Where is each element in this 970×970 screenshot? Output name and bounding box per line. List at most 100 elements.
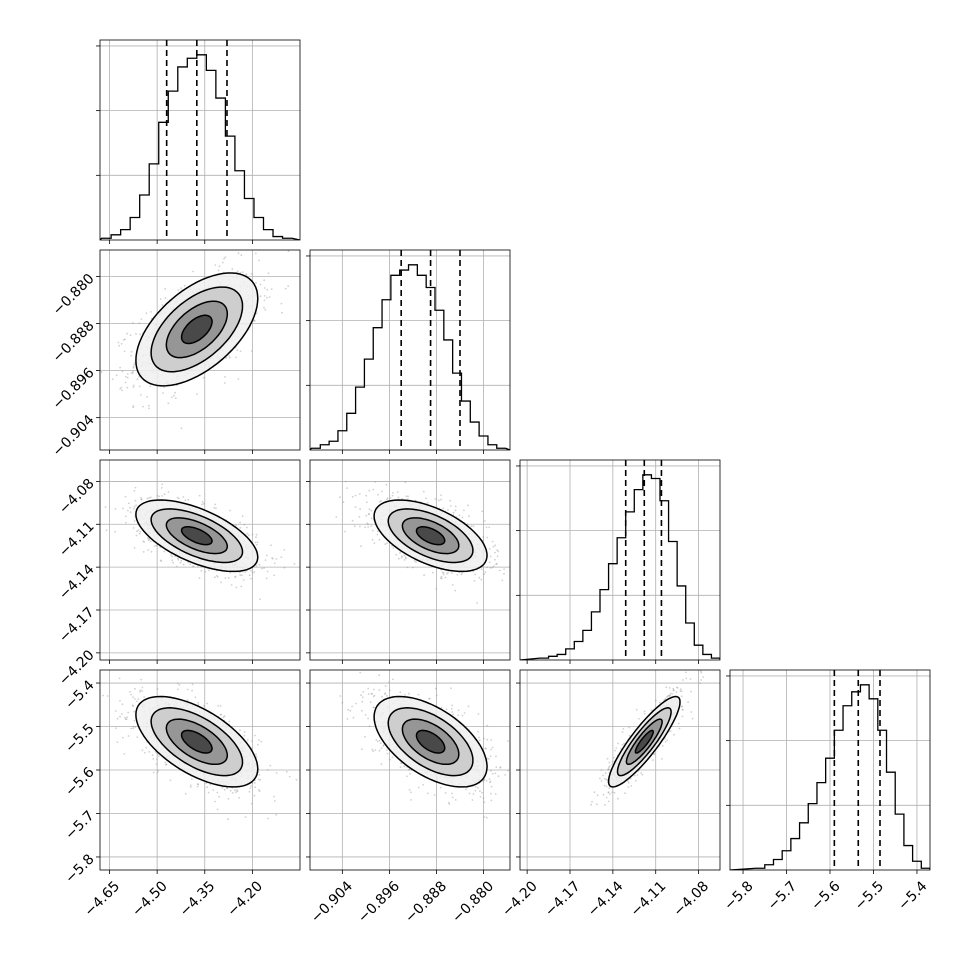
x-tick-label: −4.65 xyxy=(81,878,123,920)
scatter-point xyxy=(190,784,192,787)
scatter-point xyxy=(447,571,449,574)
scatter-point xyxy=(237,252,240,255)
scatter-point xyxy=(259,295,262,298)
scatter-point xyxy=(496,549,499,552)
scatter-point xyxy=(253,320,256,322)
density-fill xyxy=(181,526,213,545)
scatter-point xyxy=(258,778,260,781)
scatter-point xyxy=(219,713,222,716)
scatter-point xyxy=(496,562,498,565)
scatter-point xyxy=(452,713,454,716)
scatter-point xyxy=(123,716,126,719)
scatter-point xyxy=(127,509,129,512)
scatter-point xyxy=(114,508,117,510)
scatter-point xyxy=(123,753,126,755)
scatter-point xyxy=(234,576,236,579)
scatter-point xyxy=(255,543,258,546)
scatter-point xyxy=(147,539,150,542)
scatter-point xyxy=(381,490,383,493)
scatter-point xyxy=(121,370,124,373)
histogram-line xyxy=(310,264,510,450)
scatter-point xyxy=(114,530,116,533)
scatter-point xyxy=(119,366,121,369)
scatter-point xyxy=(449,505,452,507)
scatter-point xyxy=(105,529,108,532)
scatter-point xyxy=(224,376,226,378)
scatter-point xyxy=(147,404,150,407)
scatter-point xyxy=(255,533,258,536)
scatter-point xyxy=(367,523,369,526)
scatter-point xyxy=(121,713,123,715)
scatter-point xyxy=(283,549,286,551)
scatter-point xyxy=(161,304,164,307)
scatter-point xyxy=(377,493,379,496)
scatter-point xyxy=(127,711,130,714)
scatter-point xyxy=(189,563,192,566)
scatter-point xyxy=(254,541,257,544)
scatter-point xyxy=(470,525,473,528)
scatter-point xyxy=(489,567,492,569)
scatter-point xyxy=(466,523,469,526)
scatter-point xyxy=(236,270,239,273)
scatter-point xyxy=(116,717,119,720)
scatter-point xyxy=(260,740,263,743)
scatter-point xyxy=(258,789,260,791)
scatter-point xyxy=(133,547,136,549)
scatter-point xyxy=(136,736,139,739)
scatter-point xyxy=(284,287,287,290)
scatter-point xyxy=(503,572,505,575)
scatter-point xyxy=(250,569,253,572)
scatter-point xyxy=(367,512,370,515)
scatter-point xyxy=(456,573,459,576)
scatter-point xyxy=(481,510,483,513)
scatter-point xyxy=(293,563,296,565)
scatter-point xyxy=(119,715,121,718)
scatter-point xyxy=(204,570,207,573)
scatter-point xyxy=(235,356,237,359)
scatter-point xyxy=(115,727,117,730)
scatter-point xyxy=(133,710,136,713)
histogram-line xyxy=(100,54,300,240)
scatter-point xyxy=(372,750,374,753)
x-tick-label: −4.20 xyxy=(224,878,266,920)
scatter-point xyxy=(378,538,381,541)
scatter-point xyxy=(405,495,408,498)
scatter-point xyxy=(250,802,253,805)
scatter-point xyxy=(280,302,283,305)
scatter-point xyxy=(150,550,153,553)
scatter-point xyxy=(490,748,492,751)
scatter-point xyxy=(119,700,121,702)
scatter-point xyxy=(406,775,408,778)
scatter-point xyxy=(474,786,477,788)
scatter-point xyxy=(391,494,394,497)
contour-line xyxy=(150,508,244,564)
scatter-point xyxy=(182,496,185,498)
scatter-point xyxy=(171,559,174,562)
scatter-point xyxy=(447,801,450,804)
scatter-point xyxy=(132,322,134,324)
scatter-point xyxy=(133,505,136,508)
scatter-point xyxy=(152,771,155,774)
y-tick-label: −5.6 xyxy=(62,764,97,799)
scatter-point xyxy=(132,386,135,388)
scatter-point xyxy=(139,690,141,693)
scatter-point xyxy=(126,332,129,335)
scatter-point xyxy=(138,385,141,388)
scatter-point xyxy=(491,566,494,569)
scatter-point xyxy=(255,312,258,315)
scatter-point xyxy=(449,499,451,502)
scatter-point xyxy=(366,522,369,525)
scatter-point xyxy=(451,704,453,707)
scatter-point xyxy=(180,287,183,289)
scatter-point xyxy=(494,558,496,561)
scatter-point xyxy=(532,538,534,540)
scatter-point xyxy=(140,678,143,681)
scatter-point xyxy=(376,533,379,536)
scatter-point xyxy=(160,560,163,562)
scatter-point xyxy=(228,355,231,357)
scatter-point xyxy=(122,339,125,341)
scatter-point xyxy=(258,259,260,262)
scatter-point xyxy=(478,576,481,579)
x-tick-label: −4.35 xyxy=(177,878,219,920)
scatter-point xyxy=(266,554,268,557)
